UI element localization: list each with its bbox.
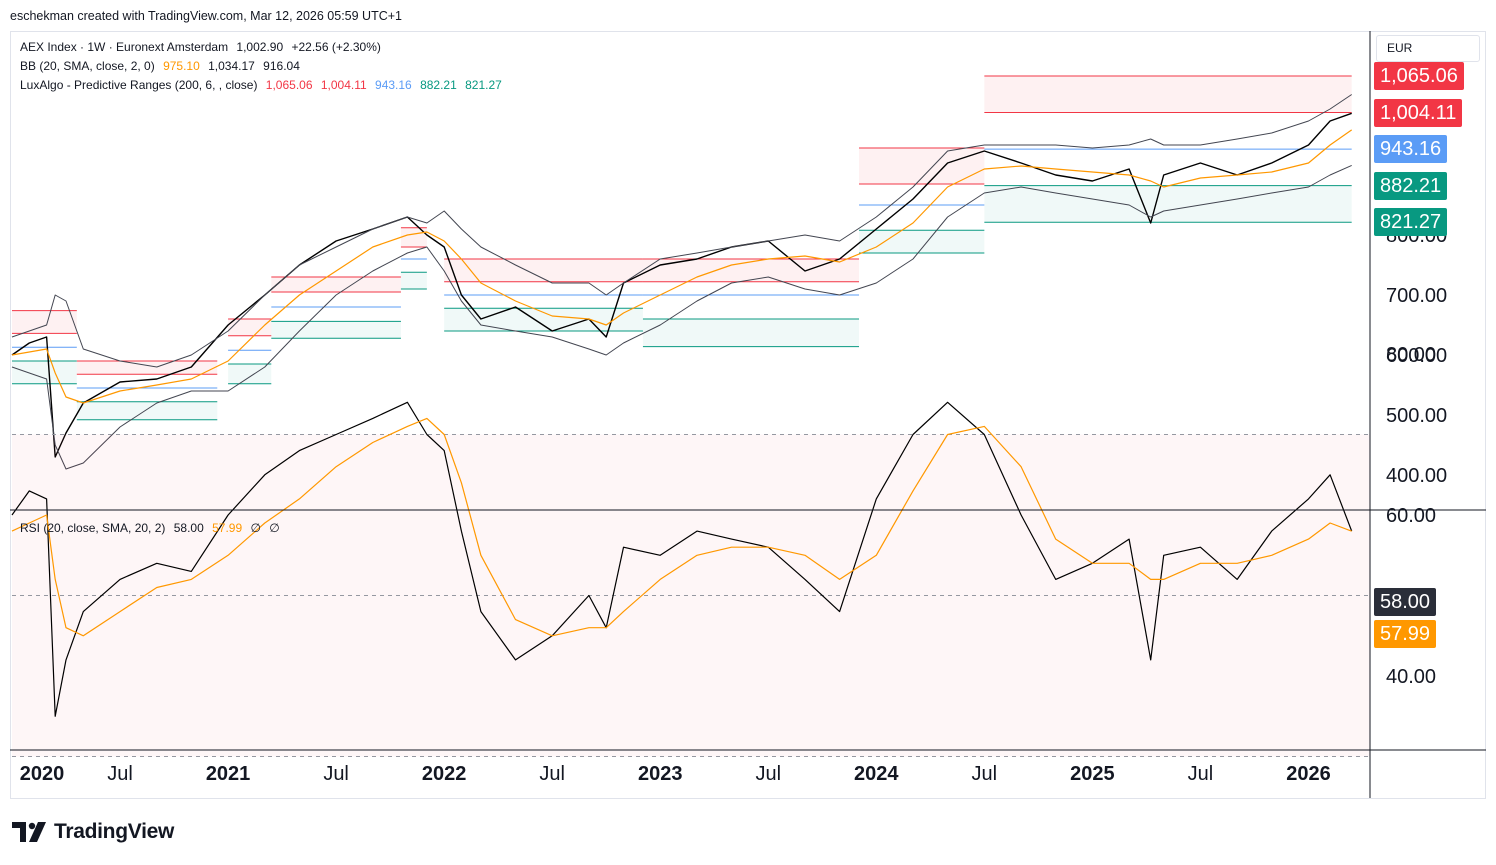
legend-bb-lower: 916.04 <box>263 59 300 73</box>
support-zone <box>642 319 860 347</box>
legend-lux-s2: 821.27 <box>465 78 502 92</box>
bb-lower-line <box>11 164 1352 470</box>
time-axis-tick-label: Jul <box>972 763 998 785</box>
legend-lux-r1: 1,004.11 <box>320 78 367 92</box>
price-tag: 943.16 <box>1374 135 1448 164</box>
currency-selector[interactable]: EUR <box>1376 35 1480 62</box>
price-axis-tick-label: 500.00 <box>1386 405 1447 427</box>
support-zone <box>76 401 218 420</box>
legend-symbol: AEX Index · 1W · Euronext Amsterdam <box>20 40 229 54</box>
time-axis-tick-label: 2024 <box>854 763 899 785</box>
resistance-zone <box>228 319 272 336</box>
price-series-lines <box>11 94 1353 470</box>
legend-main[interactable]: AEX Index · 1W · Euronext Amsterdam 1,00… <box>20 40 386 54</box>
time-axis-tick-label: Jul <box>323 763 349 785</box>
attribution-header: eschekman created with TradingView.com, … <box>10 9 402 23</box>
time-axis-tick-label: Jul <box>107 763 133 785</box>
bb-basis-line <box>11 129 1353 404</box>
resistance-zone <box>984 75 1352 113</box>
time-axis-tick-label: Jul <box>1188 763 1214 785</box>
time-axis-tick-label: 2021 <box>206 763 251 785</box>
legend-rsi-value: 58.00 <box>173 521 204 535</box>
rsi-ma-value-tag: 57.99 <box>1374 620 1437 648</box>
rsi-axis-tick-label: 80.00 <box>1386 344 1436 366</box>
legend-bb-upper: 1,034.17 <box>208 59 255 73</box>
price-axis-tick-label: 400.00 <box>1386 465 1447 487</box>
time-axis-tick-label: 2023 <box>638 763 683 785</box>
bb-upper-line <box>11 94 1352 368</box>
time-axis-tick-label: 2020 <box>20 763 65 785</box>
support-zone <box>859 230 985 253</box>
tradingview-logo-text: TradingView <box>54 820 175 843</box>
legend-rsi[interactable]: RSI (20, close, SMA, 20, 2) 58.00 57.99 … <box>20 521 285 535</box>
legend-bb-name: BB (20, SMA, close, 2, 0) <box>20 59 155 73</box>
support-zone <box>400 272 427 289</box>
legend-lux-r2: 1,065.06 <box>265 78 313 92</box>
legend-rsi-name: RSI (20, close, SMA, 20, 2) <box>20 521 166 535</box>
rsi-ma-line <box>11 417 1352 637</box>
rsi-axis-tick-label: 60.00 <box>1386 505 1436 527</box>
legend-rsi-ma: 57.99 <box>212 521 243 535</box>
rsi-pane <box>11 401 1370 757</box>
legend-bb[interactable]: BB (20, SMA, close, 2, 0) 975.10 1,034.1… <box>20 59 305 73</box>
rsi-axis-tick-label: 40.00 <box>1386 666 1436 688</box>
legend-lux-name: LuxAlgo - Predictive Ranges (200, 6, , c… <box>20 78 258 92</box>
chart-frame <box>10 31 1486 799</box>
price-tag: 1,004.11 <box>1374 98 1463 127</box>
support-zone <box>12 361 77 384</box>
time-axis-tick-label: Jul <box>755 763 781 785</box>
price-tag: 1,065.06 <box>1374 61 1464 90</box>
tradingview-logo-icon <box>12 822 46 842</box>
legend-lux-avg: 943.16 <box>375 78 412 92</box>
legend-rsi-extra2: ∅ <box>269 521 280 535</box>
price-axis-tick-label: 700.00 <box>1386 285 1447 307</box>
legend-price: 1,002.90 <box>236 40 284 54</box>
support-zone <box>271 321 401 339</box>
tradingview-logo: TradingView <box>12 820 174 844</box>
price-tag: 821.27 <box>1374 208 1448 237</box>
support-zone <box>984 185 1352 223</box>
resistance-zone <box>642 259 860 282</box>
legend-change: +22.56 (+2.30%) <box>291 40 381 54</box>
support-zone <box>228 364 272 384</box>
resistance-zone <box>444 259 643 282</box>
legend-luxalgo[interactable]: LuxAlgo - Predictive Ranges (200, 6, , c… <box>20 78 507 92</box>
rsi-value-tag: 58.00 <box>1374 588 1437 616</box>
price-line <box>11 112 1352 458</box>
price-axis-tick-label: 600.00 <box>1386 345 1447 367</box>
price-tag: 882.21 <box>1374 171 1448 200</box>
resistance-zone <box>271 277 401 292</box>
legend-lux-s1: 882.21 <box>420 78 457 92</box>
legend-rsi-extra1: ∅ <box>250 521 261 535</box>
legend-bb-basis: 975.10 <box>163 59 200 73</box>
time-axis-tick-label: 2026 <box>1286 763 1331 785</box>
time-axis-tick-label: 2022 <box>422 763 467 785</box>
time-axis-tick-label: 2025 <box>1070 763 1115 785</box>
time-axis-tick-label: Jul <box>539 763 565 785</box>
resistance-zone <box>12 310 77 334</box>
resistance-zone <box>76 361 218 375</box>
rsi-line <box>11 401 1353 717</box>
